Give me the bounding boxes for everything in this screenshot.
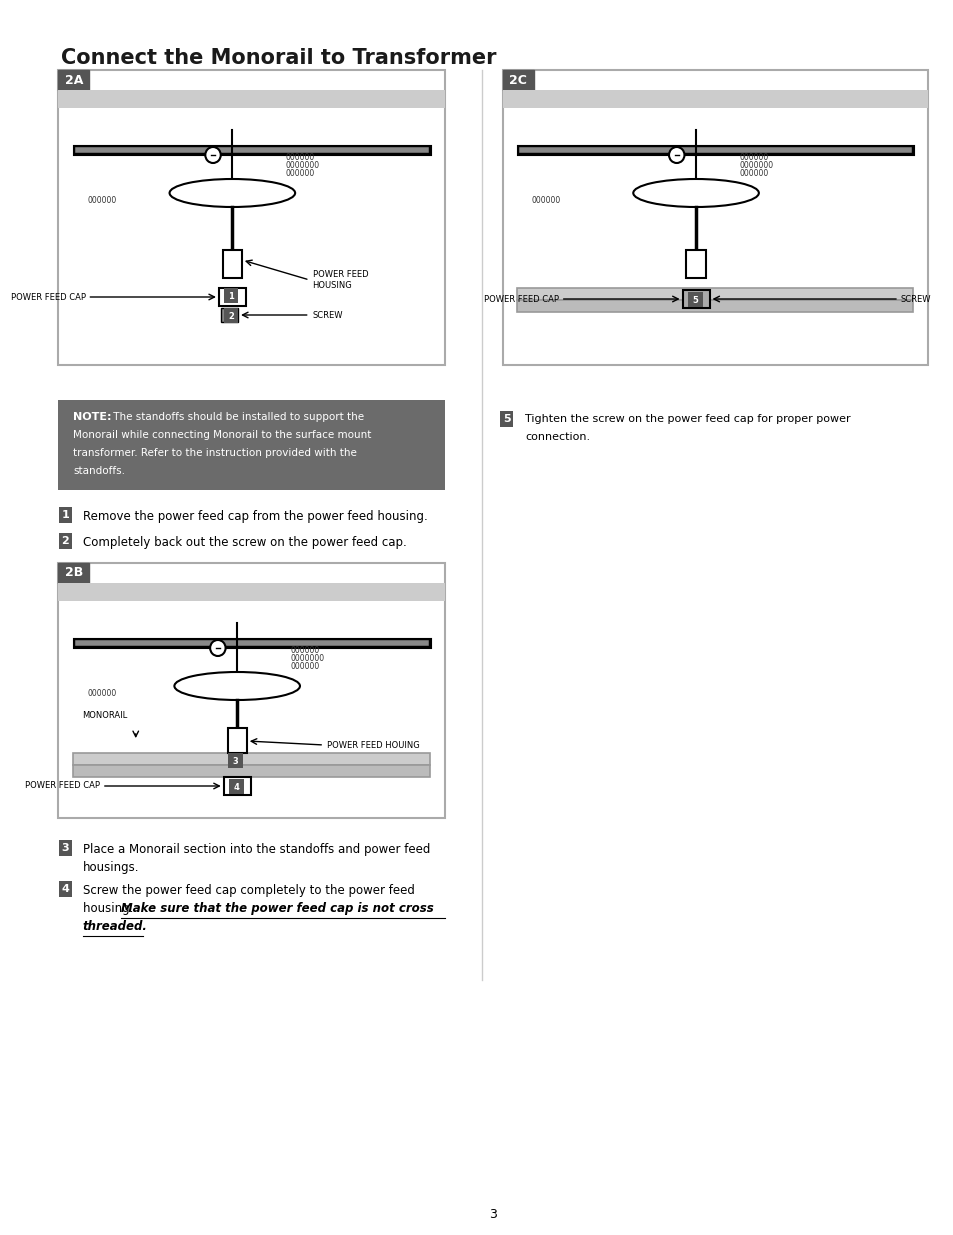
Text: Place a Monorail section into the standoffs and power feed: Place a Monorail section into the stando…: [83, 844, 430, 856]
FancyBboxPatch shape: [220, 308, 238, 322]
Text: 000000: 000000: [739, 153, 768, 162]
Text: Monorail while connecting Monorail to the surface mount: Monorail while connecting Monorail to th…: [72, 430, 371, 440]
FancyBboxPatch shape: [218, 288, 246, 306]
Text: 0000000: 0000000: [739, 161, 773, 170]
Text: Connect the Monorail to Transformer: Connect the Monorail to Transformer: [61, 48, 497, 68]
Text: 0000000: 0000000: [285, 161, 319, 170]
FancyBboxPatch shape: [222, 249, 242, 278]
Text: 000000: 000000: [88, 196, 116, 205]
FancyBboxPatch shape: [72, 764, 430, 777]
Ellipse shape: [170, 179, 294, 207]
Text: 1: 1: [61, 510, 69, 520]
Ellipse shape: [174, 672, 299, 700]
FancyBboxPatch shape: [58, 90, 444, 107]
Text: 4: 4: [233, 783, 239, 792]
Text: 2: 2: [61, 536, 69, 546]
FancyBboxPatch shape: [230, 779, 244, 794]
FancyBboxPatch shape: [58, 70, 444, 366]
FancyBboxPatch shape: [223, 308, 238, 324]
FancyBboxPatch shape: [227, 727, 247, 753]
FancyBboxPatch shape: [66, 601, 436, 810]
Text: SCREW: SCREW: [900, 294, 930, 304]
Text: 000000: 000000: [285, 153, 314, 162]
FancyBboxPatch shape: [58, 70, 90, 90]
FancyBboxPatch shape: [229, 753, 243, 768]
Circle shape: [668, 147, 683, 163]
Text: 000000: 000000: [739, 169, 768, 178]
Text: 3: 3: [61, 844, 69, 853]
FancyBboxPatch shape: [58, 563, 444, 818]
FancyBboxPatch shape: [502, 70, 927, 366]
Ellipse shape: [633, 179, 758, 207]
FancyBboxPatch shape: [58, 583, 444, 601]
Text: SCREW: SCREW: [313, 310, 343, 320]
Text: connection.: connection.: [524, 432, 590, 442]
Text: transformer. Refer to the instruction provided with the: transformer. Refer to the instruction pr…: [72, 448, 356, 458]
FancyBboxPatch shape: [58, 400, 444, 490]
Text: POWER FEED CAP: POWER FEED CAP: [10, 293, 86, 301]
Text: Tighten the screw on the power feed cap for proper power: Tighten the screw on the power feed cap …: [524, 414, 850, 424]
FancyBboxPatch shape: [502, 90, 927, 107]
Text: 2A: 2A: [65, 74, 83, 86]
Text: Make sure that the power feed cap is not cross: Make sure that the power feed cap is not…: [121, 902, 434, 915]
Text: 000000: 000000: [88, 689, 116, 698]
FancyBboxPatch shape: [517, 300, 912, 312]
FancyBboxPatch shape: [685, 249, 705, 278]
Text: Completely back out the screw on the power feed cap.: Completely back out the screw on the pow…: [83, 536, 406, 550]
FancyBboxPatch shape: [510, 107, 920, 357]
FancyBboxPatch shape: [223, 288, 238, 303]
Text: The standoffs should be installed to support the: The standoffs should be installed to sup…: [110, 412, 363, 422]
Circle shape: [210, 640, 225, 656]
Text: 2B: 2B: [65, 567, 83, 579]
FancyBboxPatch shape: [502, 70, 533, 90]
Text: 000000: 000000: [531, 196, 560, 205]
Text: housing.: housing.: [83, 902, 136, 915]
Text: 000000: 000000: [290, 646, 319, 655]
Text: 000000: 000000: [285, 169, 314, 178]
Text: MONORAIL: MONORAIL: [83, 711, 128, 720]
Text: 2: 2: [228, 312, 233, 321]
Circle shape: [205, 147, 220, 163]
FancyBboxPatch shape: [517, 288, 912, 300]
Text: 4: 4: [61, 884, 70, 894]
FancyBboxPatch shape: [58, 563, 90, 583]
Text: POWER FEED CAP: POWER FEED CAP: [483, 294, 558, 304]
FancyBboxPatch shape: [681, 290, 709, 308]
FancyBboxPatch shape: [66, 107, 436, 357]
Text: 3: 3: [233, 757, 238, 766]
Text: 5: 5: [502, 414, 510, 424]
Text: 000000: 000000: [290, 662, 319, 671]
Text: housings.: housings.: [83, 861, 139, 874]
Text: standoffs.: standoffs.: [72, 466, 125, 475]
Text: Remove the power feed cap from the power feed housing.: Remove the power feed cap from the power…: [83, 510, 427, 522]
Text: 3: 3: [489, 1209, 497, 1221]
Text: 1: 1: [228, 291, 233, 301]
FancyBboxPatch shape: [688, 291, 702, 308]
Text: threaded.: threaded.: [83, 920, 148, 932]
Text: 0000000: 0000000: [290, 655, 324, 663]
Text: 5: 5: [692, 296, 698, 305]
Text: POWER FEED HOUING: POWER FEED HOUING: [327, 741, 419, 750]
Text: 2C: 2C: [509, 74, 527, 86]
Text: Screw the power feed cap completely to the power feed: Screw the power feed cap completely to t…: [83, 884, 414, 897]
Text: NOTE:: NOTE:: [72, 412, 112, 422]
Text: POWER FEED
HOUSING: POWER FEED HOUSING: [313, 270, 368, 290]
FancyBboxPatch shape: [223, 777, 251, 795]
Text: POWER FEED CAP: POWER FEED CAP: [25, 782, 100, 790]
FancyBboxPatch shape: [72, 753, 430, 764]
